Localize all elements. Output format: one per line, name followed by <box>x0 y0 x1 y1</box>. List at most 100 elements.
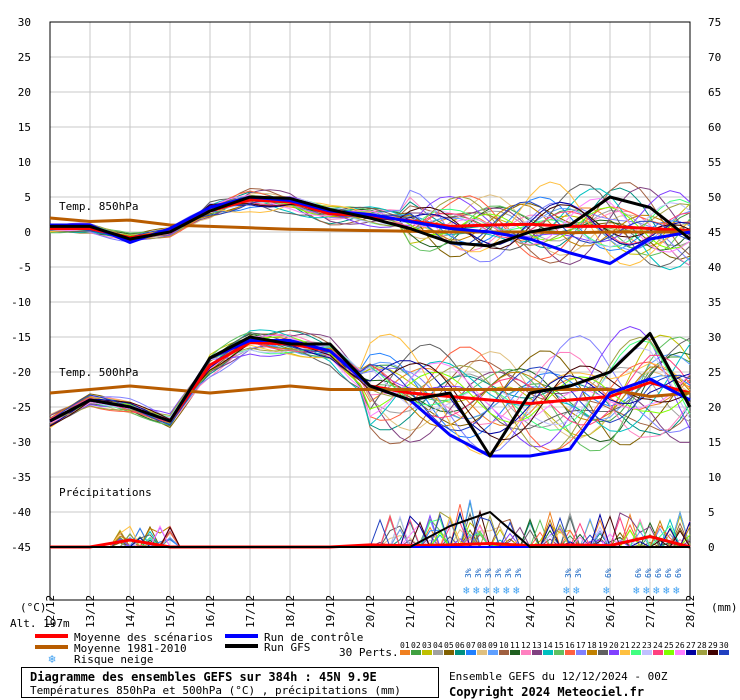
perturbation-line-500 <box>49 335 691 454</box>
pert-number: 25 <box>664 641 674 650</box>
x-tick-label: 26/12 <box>604 595 617 628</box>
pert-color-swatch <box>543 650 553 655</box>
x-tick-label: 12/12 <box>44 595 57 628</box>
pert-number: 22 <box>631 641 641 650</box>
right-tick-label: 20 <box>708 401 721 414</box>
pert-number: 29 <box>708 641 718 650</box>
snow-flake-icon: ❄ <box>473 584 480 597</box>
left-tick-label: 5 <box>24 191 31 204</box>
snow-risk-percent: 6% <box>654 568 663 578</box>
perturbation-line-500 <box>49 338 691 432</box>
left-tick-label: 0 <box>24 226 31 239</box>
snow-flake-icon: ❄ <box>633 584 640 597</box>
pert-color-swatch <box>433 650 443 655</box>
pert-number: 01 <box>400 641 410 650</box>
legend-gfs-label: Run GFS <box>264 641 311 654</box>
pert-color-swatch <box>664 650 674 655</box>
pert-number: 30 <box>719 641 729 650</box>
right-tick-label: 10 <box>708 471 721 484</box>
right-tick-label: 55 <box>708 156 721 169</box>
snow-flake-icon: ❄ <box>503 584 510 597</box>
snow-risk-percent: 6% <box>604 568 613 578</box>
x-tick-label: 17/12 <box>244 595 257 628</box>
perturbations-label: 30 Perts. <box>339 646 399 659</box>
x-tick-label: 25/12 <box>564 595 577 628</box>
plot-frame <box>49 21 691 601</box>
pert-color-swatch <box>686 650 696 655</box>
series-clim-t850 <box>49 216 690 235</box>
pert-color-swatch <box>642 650 652 655</box>
snow-flake-icon: ❄ <box>643 584 650 597</box>
right-tick-label: 45 <box>708 226 721 239</box>
pert-number: 06 <box>455 641 465 650</box>
panel-label-850: Temp. 850hPa <box>59 200 139 213</box>
left-tick-label: -20 <box>11 366 31 379</box>
pert-color-swatch <box>598 650 608 655</box>
right-tick-label: 5 <box>708 506 715 519</box>
pert-color-swatch <box>510 650 520 655</box>
pert-color-swatch <box>455 650 465 655</box>
snow-risk-percent: 3% <box>474 568 483 578</box>
x-tick-label: 15/12 <box>164 595 177 628</box>
pert-color-swatch <box>521 650 531 655</box>
pert-color-swatch <box>719 650 729 655</box>
series-gfs-t500 <box>49 332 692 458</box>
pert-number: 07 <box>466 641 476 650</box>
left-tick-label: 15 <box>18 121 31 134</box>
pert-number: 15 <box>554 641 564 650</box>
left-unit-label: (°C) <box>20 601 47 614</box>
pert-number: 14 <box>543 641 553 650</box>
snow-risk-percent: 3% <box>504 568 513 578</box>
x-tick-label: 21/12 <box>404 595 417 628</box>
pert-color-swatch <box>653 650 663 655</box>
legend-clim-label: Moyenne 1981-2010 <box>74 642 187 655</box>
pert-number: 03 <box>422 641 432 650</box>
right-tick-label: 70 <box>708 51 721 64</box>
right-tick-label: 60 <box>708 121 721 134</box>
right-tick-label: 65 <box>708 86 721 99</box>
legend-snow-icon: ❄ <box>48 652 55 666</box>
pert-number: 21 <box>620 641 630 650</box>
snow-risk-percent: 6% <box>634 568 643 578</box>
pert-number: 17 <box>576 641 586 650</box>
pert-color-swatch <box>532 650 542 655</box>
x-tick-label: 20/12 <box>364 595 377 628</box>
title-box: Diagramme des ensembles GEFS sur 384h : … <box>21 667 439 698</box>
x-tick-label: 23/12 <box>484 595 497 628</box>
snow-risk-percent: 6% <box>674 568 683 578</box>
legend-mean-label: Moyenne des scénarios <box>74 631 214 644</box>
snow-flake-icon: ❄ <box>493 584 500 597</box>
pert-color-swatch <box>499 650 509 655</box>
left-tick-label: -35 <box>11 471 31 484</box>
pert-color-swatch <box>466 650 476 655</box>
right-unit-label: (mm) <box>711 601 738 614</box>
snow-flake-icon: ❄ <box>463 584 470 597</box>
series-mean-precip <box>50 534 691 549</box>
right-tick-label: 30 <box>708 331 721 344</box>
snow-risk-percent: 3% <box>514 568 523 578</box>
pert-color-swatch <box>609 650 619 655</box>
pert-number: 19 <box>598 641 608 650</box>
x-tick-label: 28/12 <box>684 595 697 628</box>
series-gfs-precip <box>50 510 690 548</box>
left-tick-label: 25 <box>18 51 31 64</box>
pert-number: 02 <box>411 641 421 650</box>
pert-color-swatch <box>587 650 597 655</box>
left-tick-label: 30 <box>18 16 31 29</box>
left-tick-label: 10 <box>18 156 31 169</box>
snow-flake-icon: ❄ <box>483 584 490 597</box>
legend-control-label: Run de contrôle <box>264 631 364 644</box>
panel-label-precip: Précipitations <box>59 486 152 499</box>
snow-flake-icon: ❄ <box>653 584 660 597</box>
pert-number: 10 <box>499 641 509 650</box>
left-tick-label: -40 <box>11 506 31 519</box>
x-tick-label: 13/12 <box>84 595 97 628</box>
pert-color-swatch <box>565 650 575 655</box>
right-tick-label: 35 <box>708 296 721 309</box>
pert-color-swatch <box>631 650 641 655</box>
left-tick-label: -10 <box>11 296 31 309</box>
panel-label-500: Temp. 500hPa <box>59 366 139 379</box>
x-tick-label: 22/12 <box>444 595 457 628</box>
copyright-label: Copyright 2024 Meteociel.fr <box>449 685 645 699</box>
